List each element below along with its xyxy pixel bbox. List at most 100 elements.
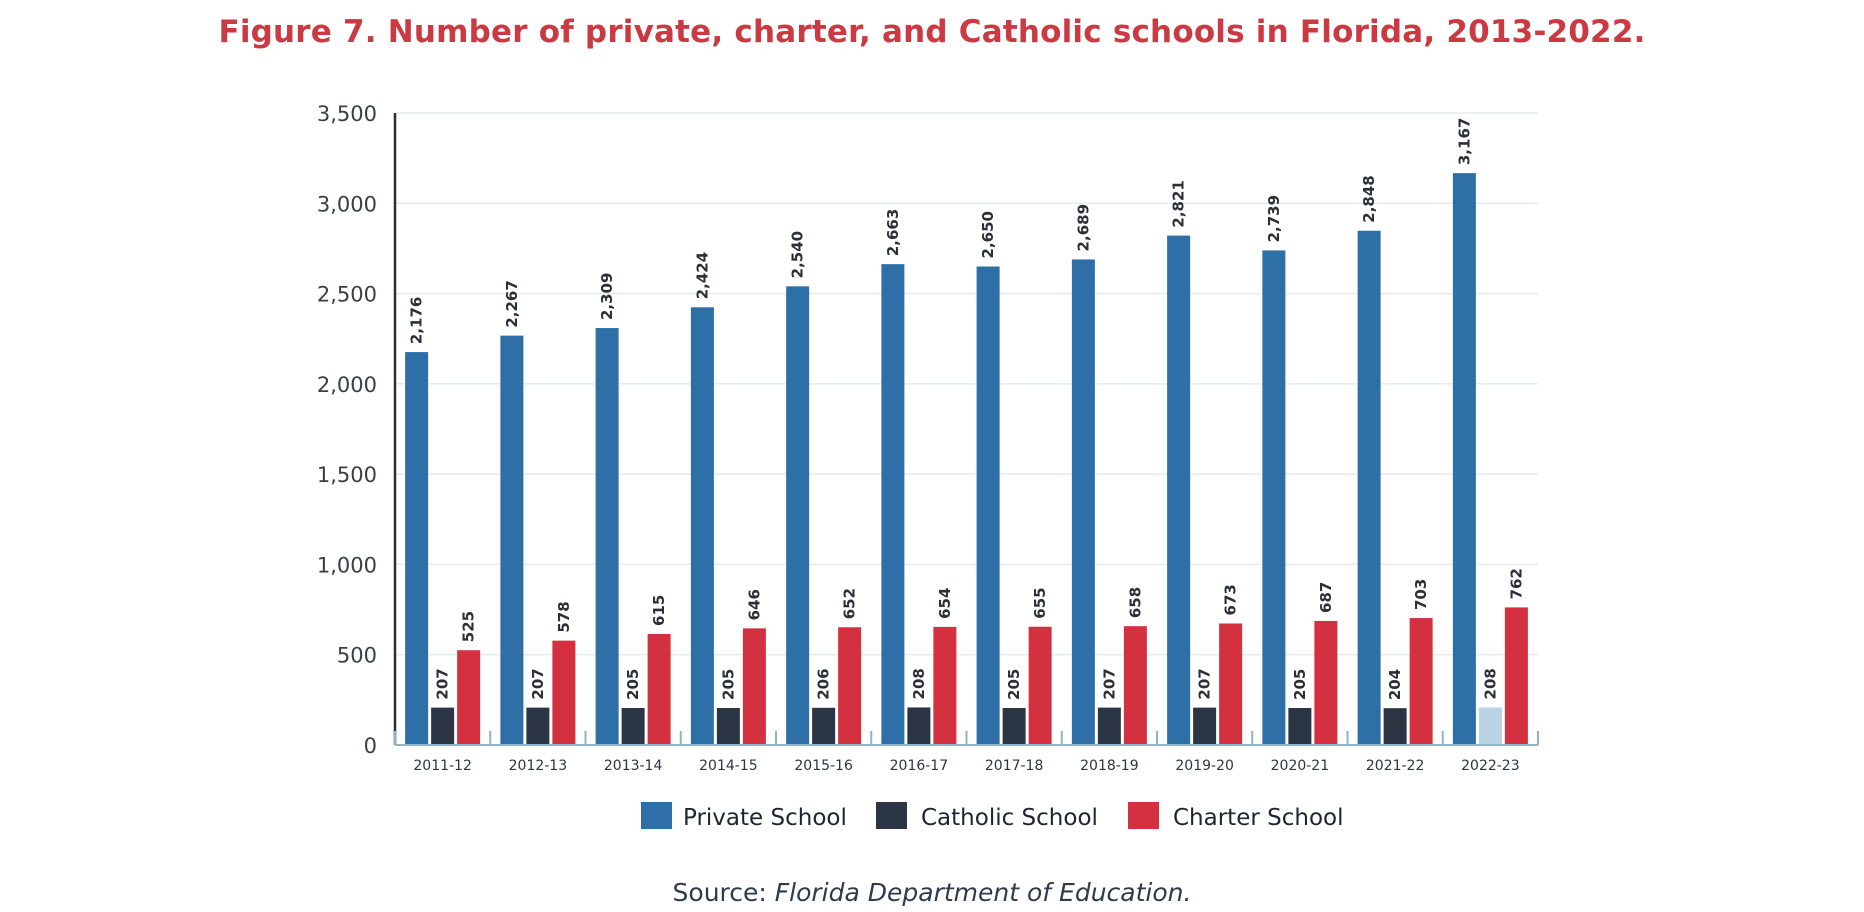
bar-private-school xyxy=(500,335,524,745)
data-label: 207 xyxy=(529,668,547,699)
bar-private-school xyxy=(1452,173,1476,746)
bar-charter-school xyxy=(1314,620,1338,745)
y-tick-label: 1,500 xyxy=(317,463,377,487)
bar-charter-school xyxy=(457,650,481,745)
bar-catholic-school xyxy=(716,707,740,745)
data-label: 207 xyxy=(434,668,452,699)
data-label: 2,663 xyxy=(884,209,902,256)
data-label: 2,267 xyxy=(503,280,521,327)
bar-charter-school xyxy=(1504,607,1528,745)
data-label: 206 xyxy=(815,668,833,699)
x-tick-label: 2014-15 xyxy=(699,758,758,774)
data-label: 208 xyxy=(1481,668,1499,699)
y-tick-label: 2,000 xyxy=(317,373,377,397)
bar-catholic-school xyxy=(1478,707,1502,745)
x-tick-label: 2016-17 xyxy=(890,758,949,774)
legend-label: Catholic School xyxy=(921,805,1098,831)
source-name: Florida Department of Education. xyxy=(774,878,1192,907)
bar-private-school xyxy=(1071,259,1095,745)
data-label: 673 xyxy=(1222,584,1240,615)
legend-label: Private School xyxy=(683,805,847,831)
data-label: 2,309 xyxy=(598,273,616,320)
chart-title: Figure 7. Number of private, charter, an… xyxy=(218,14,1646,50)
data-label: 207 xyxy=(1100,668,1118,699)
bar-charter-school xyxy=(742,628,766,745)
x-axis: 2011-12 2012-13 2013-14 2014-15 2015-16 2016-… xyxy=(394,731,1539,774)
x-tick-label: 2012-13 xyxy=(509,758,568,774)
legend-swatch xyxy=(876,802,907,829)
data-label: 525 xyxy=(460,611,478,642)
data-label: 646 xyxy=(745,589,763,620)
data-label: 658 xyxy=(1126,587,1144,618)
data-label: 3,167 xyxy=(1455,118,1473,165)
data-label: 2,424 xyxy=(693,252,711,299)
data-label: 578 xyxy=(555,601,573,632)
data-label: 687 xyxy=(1317,582,1335,613)
x-tick-label: 2018-19 xyxy=(1080,758,1139,774)
bars xyxy=(405,173,1528,746)
bar-catholic-school xyxy=(1002,707,1026,745)
bar-catholic-school xyxy=(1288,707,1312,745)
bar-charter-school xyxy=(552,640,576,745)
bar-catholic-school xyxy=(1383,708,1407,745)
source-prefix: Source: xyxy=(672,878,775,907)
y-tick-label: 500 xyxy=(337,644,377,668)
bar-private-school xyxy=(881,264,905,745)
data-label: 205 xyxy=(624,669,642,700)
data-label: 205 xyxy=(1005,669,1023,700)
bar-private-school xyxy=(1167,235,1191,745)
bar-private-school xyxy=(690,307,714,745)
y-axis: 0 500 1,000 1,500 2,000 2,500 3,000 3,500 xyxy=(317,102,397,758)
legend-swatch xyxy=(641,802,672,829)
data-label: 205 xyxy=(1291,669,1309,700)
data-label: 204 xyxy=(1386,669,1404,700)
data-label: 2,176 xyxy=(408,297,426,344)
data-label: 207 xyxy=(1196,668,1214,699)
legend: Private School Catholic School Charter Sch… xyxy=(641,802,1343,831)
legend-label: Charter School xyxy=(1173,805,1343,831)
x-tick-label: 2019-20 xyxy=(1175,758,1234,774)
bar-catholic-school xyxy=(526,707,550,745)
bar-catholic-school xyxy=(431,707,455,745)
data-labels: 2,176 207 525 2,267 207 578 2,309 205 615 2,424 20… xyxy=(408,118,1526,700)
data-label: 2,689 xyxy=(1074,204,1092,251)
y-tick-label: 2,500 xyxy=(317,283,377,307)
bar-charter-school xyxy=(1123,626,1147,745)
data-label: 2,650 xyxy=(979,211,997,258)
x-tick-label: 2011-12 xyxy=(413,758,472,774)
y-tick-label: 3,000 xyxy=(317,192,377,216)
data-label: 654 xyxy=(936,588,954,619)
x-tick-label: 2022-23 xyxy=(1461,758,1520,774)
x-tick-label: 2020-21 xyxy=(1271,758,1330,774)
bar-charter-school xyxy=(1219,623,1243,745)
x-tick-label: 2017-18 xyxy=(985,758,1044,774)
data-label: 208 xyxy=(910,668,928,699)
data-label: 2,821 xyxy=(1170,180,1188,227)
data-label: 615 xyxy=(650,595,668,626)
data-label: 2,848 xyxy=(1360,175,1378,222)
y-tick-label: 1,000 xyxy=(317,553,377,577)
bar-charter-school xyxy=(1409,618,1433,745)
bar-catholic-school xyxy=(1193,707,1217,745)
bar-private-school xyxy=(405,352,429,745)
data-label: 205 xyxy=(719,669,737,700)
bar-charter-school xyxy=(1028,626,1052,745)
gridlines xyxy=(395,112,1538,656)
bar-private-school xyxy=(595,328,619,745)
bar-catholic-school xyxy=(812,707,836,745)
y-tick-label: 0 xyxy=(364,734,377,758)
x-tick-label: 2013-14 xyxy=(604,758,663,774)
source-note: Source: Florida Department of Education. xyxy=(0,878,1864,907)
data-label: 762 xyxy=(1507,568,1525,599)
data-label: 2,540 xyxy=(789,231,807,278)
legend-swatch xyxy=(1128,802,1159,829)
bar-catholic-school xyxy=(621,707,645,745)
x-tick-label: 2021-22 xyxy=(1366,758,1425,774)
bar-catholic-school xyxy=(1097,707,1121,745)
data-label: 2,739 xyxy=(1265,195,1283,242)
bar-charter-school xyxy=(647,633,671,745)
bar-catholic-school xyxy=(907,707,931,745)
bar-charter-school xyxy=(933,626,957,745)
bar-private-school xyxy=(786,286,810,745)
